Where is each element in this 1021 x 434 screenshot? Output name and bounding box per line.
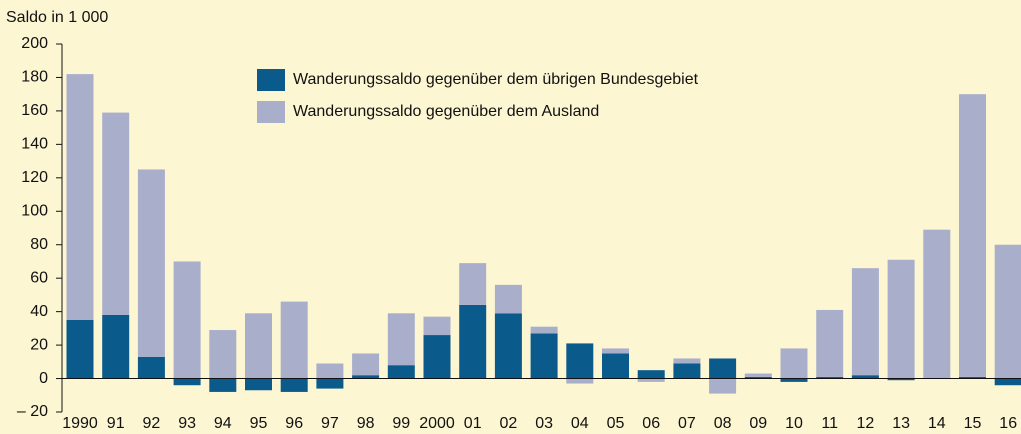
bar-segment — [494, 284, 522, 314]
x-tick-label: 08 — [714, 415, 732, 432]
bar-segment — [459, 263, 487, 305]
bar-segment — [887, 378, 915, 381]
bar-segment — [494, 313, 522, 379]
bar-segment — [423, 316, 451, 336]
x-tick-label: 99 — [392, 415, 410, 432]
bar-segment — [387, 365, 415, 379]
bar-segment — [530, 333, 558, 379]
x-tick-label: 92 — [143, 415, 161, 432]
x-tick-label: 97 — [321, 415, 339, 432]
y-tick-label: 160 — [21, 102, 48, 119]
bar-segment — [566, 343, 594, 379]
bar-segment — [137, 169, 165, 357]
x-tick-label: 91 — [107, 415, 125, 432]
legend-swatch — [257, 69, 285, 91]
bar-segment — [602, 348, 629, 354]
bar-segment — [245, 378, 272, 391]
bar-segment — [602, 353, 629, 379]
bar-segment — [245, 313, 272, 379]
bar-segment — [423, 335, 451, 379]
bar-segment — [959, 94, 986, 377]
bar-segment — [387, 313, 415, 366]
bar-segment — [744, 376, 772, 379]
y-tick-label: 80 — [30, 236, 48, 253]
x-tick-label: 05 — [607, 415, 625, 432]
bar-segment — [637, 370, 665, 379]
x-tick-label: 11 — [821, 415, 838, 432]
bar-segment — [459, 304, 487, 379]
bar-segment — [209, 330, 237, 379]
bar-segment — [673, 358, 701, 364]
bar-segment — [352, 353, 380, 376]
x-tick-label: 12 — [857, 415, 875, 432]
bar-segment — [352, 375, 380, 379]
bar-segment — [102, 314, 130, 379]
x-tick-label: 96 — [285, 415, 303, 432]
legend-label: Wanderungssaldo gegenüber dem Ausland — [293, 103, 599, 120]
bar-segment — [566, 378, 594, 384]
x-tick-label: 06 — [642, 415, 660, 432]
y-tick-label: 140 — [21, 136, 48, 153]
x-tick-label: 04 — [571, 415, 589, 432]
x-tick-label: 98 — [357, 415, 375, 432]
y-axis-label: Saldo in 1 000 — [6, 9, 108, 26]
bar-segment — [851, 375, 879, 379]
bar-segment — [66, 74, 94, 320]
bar-segment — [923, 229, 951, 379]
x-tick-label: 13 — [892, 415, 910, 432]
y-tick-label: 200 — [21, 35, 48, 52]
x-tick-label: 01 — [464, 415, 482, 432]
bar-segment — [780, 378, 808, 382]
bar-segment — [887, 259, 915, 379]
x-tick-label: 02 — [500, 415, 518, 432]
bar-segment — [209, 378, 237, 392]
bar-segment — [744, 373, 772, 377]
x-tick-label: 1990 — [62, 415, 98, 432]
bar-segment — [316, 378, 344, 389]
bar-segment — [280, 301, 308, 379]
y-tick-label: 100 — [21, 202, 48, 219]
bar-segment — [994, 378, 1021, 386]
x-tick-label: 95 — [250, 415, 268, 432]
bar-segment — [673, 363, 701, 379]
y-tick-label: 180 — [21, 69, 48, 86]
y-tick-label: 60 — [30, 269, 48, 286]
legend-label: Wanderungssaldo gegenüber dem übrigen Bu… — [293, 71, 699, 88]
x-tick-label: 09 — [749, 415, 767, 432]
legend-swatch — [257, 101, 285, 123]
bar-segment — [851, 268, 879, 376]
bar-segment — [173, 378, 201, 386]
y-tick-label: 0 — [39, 370, 48, 387]
bar-segment — [709, 358, 737, 379]
x-tick-label: 03 — [535, 415, 553, 432]
bar-segment — [530, 326, 558, 334]
bar-segment — [816, 309, 844, 377]
bar-segment — [709, 378, 737, 394]
bar-segment — [173, 261, 201, 379]
bar-segment — [780, 348, 808, 379]
bar-segment — [637, 378, 665, 382]
y-tick-label: 20 — [30, 336, 48, 353]
x-tick-label: 16 — [999, 415, 1017, 432]
bar-segment — [66, 320, 94, 379]
bar-segment — [816, 376, 844, 379]
bar-segment — [316, 363, 344, 379]
bar-segment — [959, 376, 986, 379]
x-tick-label: 07 — [678, 415, 696, 432]
bar-segment — [137, 356, 165, 379]
x-tick-label: 93 — [178, 415, 196, 432]
x-tick-label: 14 — [928, 415, 946, 432]
bar-segment — [102, 112, 130, 315]
x-tick-label: 15 — [964, 415, 982, 432]
y-tick-label: 40 — [30, 303, 48, 320]
bar-segment — [280, 378, 308, 392]
y-tick-label: – 20 — [17, 403, 48, 420]
bar-segment — [994, 244, 1021, 379]
x-tick-label: 10 — [785, 415, 803, 432]
y-tick-label: 120 — [21, 169, 48, 186]
x-tick-label: 2000 — [419, 415, 455, 432]
x-tick-label: 94 — [214, 415, 232, 432]
